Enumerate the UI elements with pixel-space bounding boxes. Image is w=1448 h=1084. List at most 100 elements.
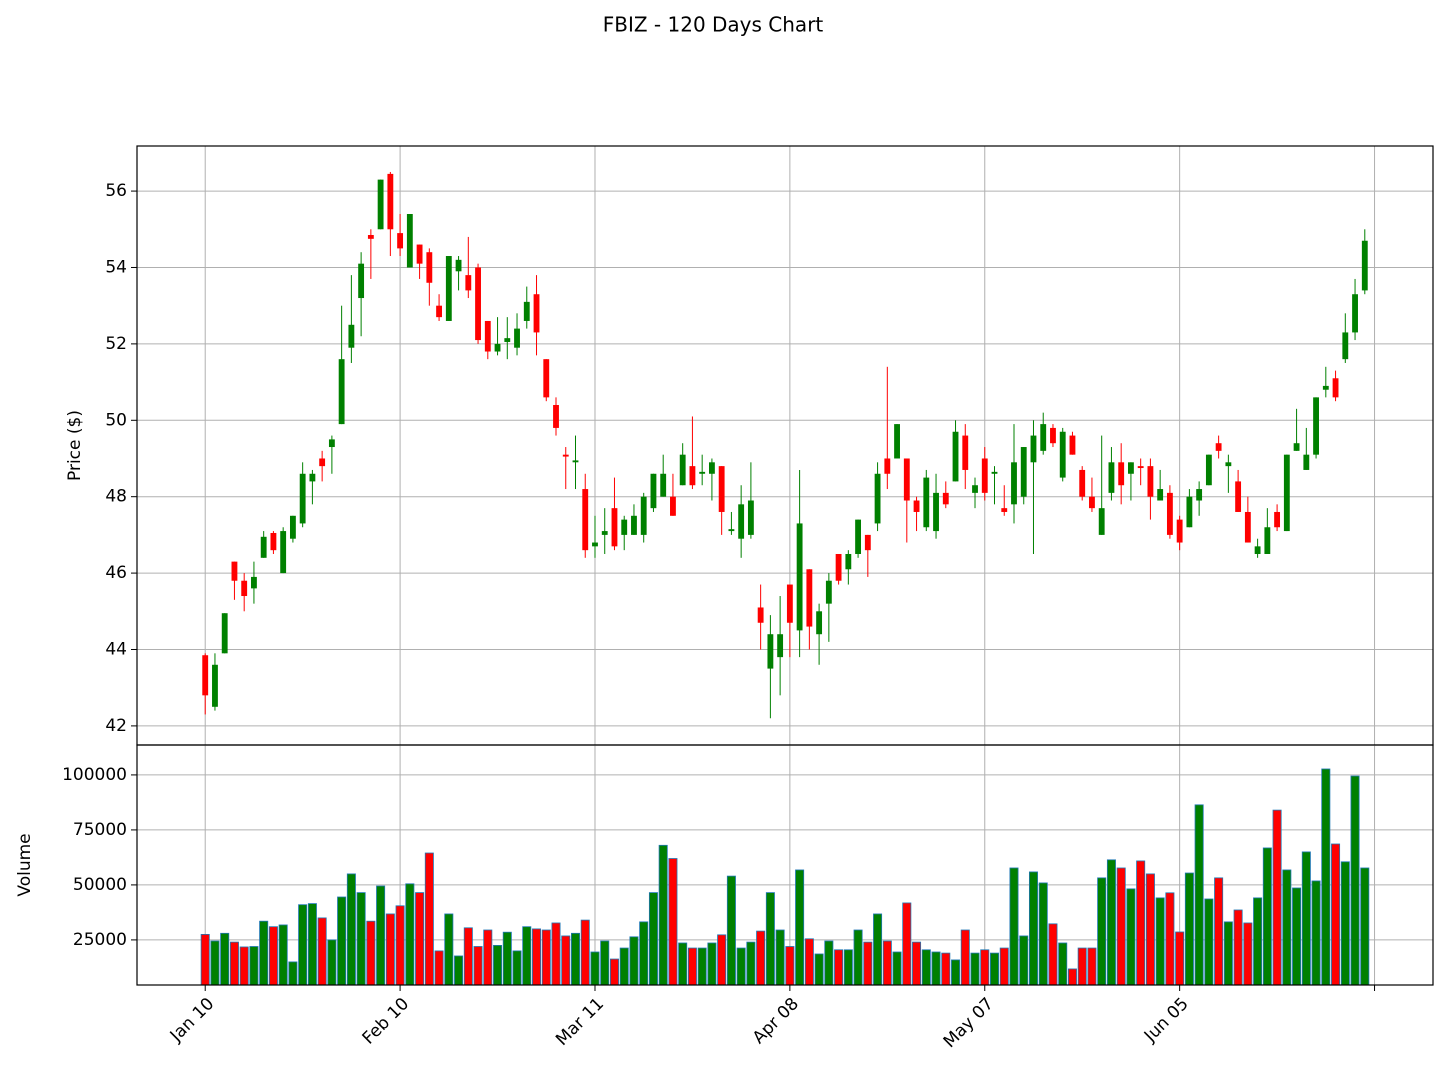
volume-bar	[210, 940, 220, 985]
candle-body	[1303, 454, 1310, 470]
volume-bar	[337, 896, 347, 985]
volume-bar	[658, 844, 668, 985]
volume-bar	[415, 892, 425, 985]
candle-body	[582, 489, 589, 551]
volume-bar	[1243, 922, 1253, 985]
candle-body	[514, 328, 520, 348]
candle-body	[1098, 508, 1105, 535]
candle-body	[465, 275, 472, 291]
volume-bar	[571, 932, 580, 985]
volume-bar	[863, 941, 873, 985]
volume-bar	[1214, 877, 1224, 985]
candle-body	[251, 576, 257, 589]
volume-bar	[424, 852, 434, 985]
x-tick-label: Feb 10	[359, 994, 414, 1049]
volume-bar	[454, 955, 464, 985]
candle-body	[728, 529, 735, 532]
volume-bar	[1038, 882, 1048, 985]
volume-bar	[717, 934, 727, 985]
candle-body	[894, 424, 900, 459]
volume-bar	[1301, 851, 1311, 985]
volume-bar	[1175, 931, 1185, 985]
candle-body	[202, 655, 209, 696]
candle-body	[884, 458, 891, 474]
volume-bar	[278, 924, 288, 985]
candle-body	[1322, 385, 1329, 390]
volume-bar	[1204, 898, 1214, 985]
candle-body	[494, 343, 501, 352]
candle-body	[1050, 427, 1056, 444]
candle-body	[777, 634, 784, 658]
candle-body	[806, 569, 813, 627]
volume-bar	[1165, 892, 1175, 985]
candle-body	[553, 405, 559, 428]
volume-bar	[1184, 872, 1194, 985]
volume-bar	[990, 952, 999, 985]
candle-body	[299, 473, 306, 524]
candle-body	[825, 580, 832, 604]
volume-bar	[268, 926, 278, 985]
candle-body	[1205, 454, 1212, 486]
candle-body	[426, 252, 433, 283]
candle-body	[1137, 466, 1144, 469]
candle-body	[796, 523, 803, 631]
volume-bar	[687, 947, 697, 985]
candle-body	[903, 458, 910, 501]
volume-bar	[765, 892, 775, 985]
chart-title: FBIZ - 120 Days Chart	[603, 13, 824, 37]
candle-body	[475, 267, 481, 341]
volume-bar	[327, 939, 337, 985]
volume-bar	[882, 940, 892, 985]
volume-bar	[239, 946, 249, 985]
candle-body	[436, 305, 442, 318]
volume-bar	[541, 929, 551, 985]
volume-bar	[346, 873, 356, 985]
volume-bar	[775, 929, 785, 985]
candle-body	[523, 301, 530, 321]
volume-bar	[1292, 887, 1302, 985]
volume-bar	[843, 949, 853, 985]
candle-body	[572, 460, 579, 463]
volume-bar	[853, 929, 863, 985]
candle-body	[543, 359, 550, 398]
volume-bar	[385, 913, 395, 985]
y-tick-label: 75000	[73, 820, 127, 840]
y-tick-label: 100000	[62, 765, 127, 785]
volume-bar	[921, 949, 931, 985]
x-tick-label: Apr 08	[749, 994, 803, 1048]
volume-bar	[785, 946, 795, 985]
candle-body	[621, 519, 628, 535]
candle-body	[767, 634, 774, 669]
volume-bar	[736, 947, 746, 985]
volume-bar	[970, 952, 980, 985]
candle-body	[367, 235, 374, 239]
volume-bar	[1340, 861, 1350, 985]
volume-bar	[1077, 947, 1087, 985]
candle-body	[1225, 462, 1232, 467]
volume-bar	[892, 951, 902, 985]
candle-body	[309, 473, 316, 482]
volume-bar	[1262, 847, 1272, 985]
volume-bar	[532, 928, 542, 985]
volume-bar	[590, 951, 600, 985]
y-tick-label: 52	[105, 334, 127, 354]
volume-bar	[405, 883, 415, 985]
candle-body	[416, 244, 423, 264]
candle-body	[1011, 462, 1017, 505]
volume-bar	[1048, 923, 1058, 985]
candle-body	[504, 338, 511, 342]
volume-bar	[434, 950, 444, 985]
candle-body	[981, 458, 988, 493]
volume-bar	[1009, 867, 1019, 985]
y-tick-label: 50	[105, 410, 127, 430]
candle-body	[1332, 378, 1339, 398]
candle-body	[962, 435, 969, 470]
candle-body	[377, 179, 384, 230]
candle-body	[855, 519, 862, 554]
candle-body	[338, 359, 345, 425]
candle-body	[1166, 492, 1173, 535]
candle-body	[747, 500, 754, 535]
volume-bar	[1311, 880, 1321, 985]
candle-body	[270, 532, 277, 551]
candle-body	[358, 263, 365, 299]
